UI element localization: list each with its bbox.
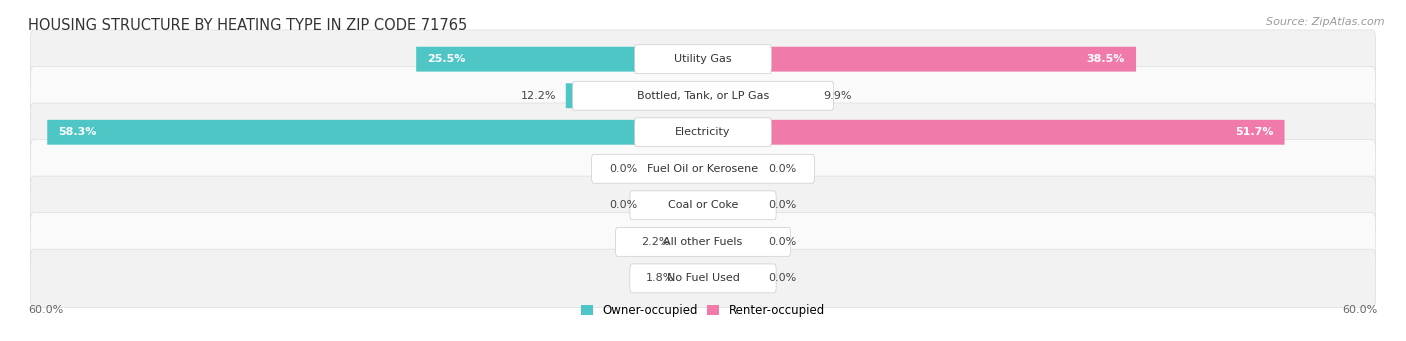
Text: 0.0%: 0.0% [768,200,796,210]
Text: 0.0%: 0.0% [768,237,796,247]
FancyBboxPatch shape [634,45,772,74]
Text: 0.0%: 0.0% [768,164,796,174]
FancyBboxPatch shape [31,66,1375,125]
FancyBboxPatch shape [678,229,703,254]
Text: 0.0%: 0.0% [768,273,796,283]
FancyBboxPatch shape [31,213,1375,271]
Text: Fuel Oil or Kerosene: Fuel Oil or Kerosene [647,164,759,174]
Text: 0.0%: 0.0% [610,200,638,210]
FancyBboxPatch shape [31,139,1375,198]
Text: 58.3%: 58.3% [59,127,97,137]
FancyBboxPatch shape [683,266,703,291]
Text: 12.2%: 12.2% [522,91,557,101]
FancyBboxPatch shape [572,81,834,110]
Text: Utility Gas: Utility Gas [675,54,731,64]
Text: 9.9%: 9.9% [824,91,852,101]
Text: All other Fuels: All other Fuels [664,237,742,247]
FancyBboxPatch shape [634,118,772,147]
FancyBboxPatch shape [703,193,759,218]
FancyBboxPatch shape [630,264,776,293]
FancyBboxPatch shape [630,191,776,220]
Text: 1.8%: 1.8% [645,273,673,283]
FancyBboxPatch shape [703,157,759,181]
Legend: Owner-occupied, Renter-occupied: Owner-occupied, Renter-occupied [576,299,830,322]
Text: Bottled, Tank, or LP Gas: Bottled, Tank, or LP Gas [637,91,769,101]
FancyBboxPatch shape [592,154,814,183]
Text: 38.5%: 38.5% [1087,54,1125,64]
FancyBboxPatch shape [31,30,1375,88]
FancyBboxPatch shape [703,47,1136,72]
Text: 2.2%: 2.2% [641,237,669,247]
Text: Coal or Coke: Coal or Coke [668,200,738,210]
FancyBboxPatch shape [703,120,1285,145]
FancyBboxPatch shape [48,120,703,145]
FancyBboxPatch shape [31,249,1375,308]
Text: Source: ZipAtlas.com: Source: ZipAtlas.com [1267,17,1385,27]
Text: HOUSING STRUCTURE BY HEATING TYPE IN ZIP CODE 71765: HOUSING STRUCTURE BY HEATING TYPE IN ZIP… [28,18,467,33]
FancyBboxPatch shape [416,47,703,72]
FancyBboxPatch shape [703,266,759,291]
Text: 25.5%: 25.5% [427,54,465,64]
FancyBboxPatch shape [616,227,790,256]
FancyBboxPatch shape [647,193,703,218]
FancyBboxPatch shape [31,103,1375,162]
Text: Electricity: Electricity [675,127,731,137]
Text: No Fuel Used: No Fuel Used [666,273,740,283]
Text: 60.0%: 60.0% [28,305,63,315]
Text: 0.0%: 0.0% [610,164,638,174]
FancyBboxPatch shape [31,176,1375,235]
Text: 60.0%: 60.0% [1343,305,1378,315]
FancyBboxPatch shape [565,83,703,108]
FancyBboxPatch shape [703,83,814,108]
FancyBboxPatch shape [647,157,703,181]
Text: 51.7%: 51.7% [1234,127,1274,137]
FancyBboxPatch shape [703,229,759,254]
